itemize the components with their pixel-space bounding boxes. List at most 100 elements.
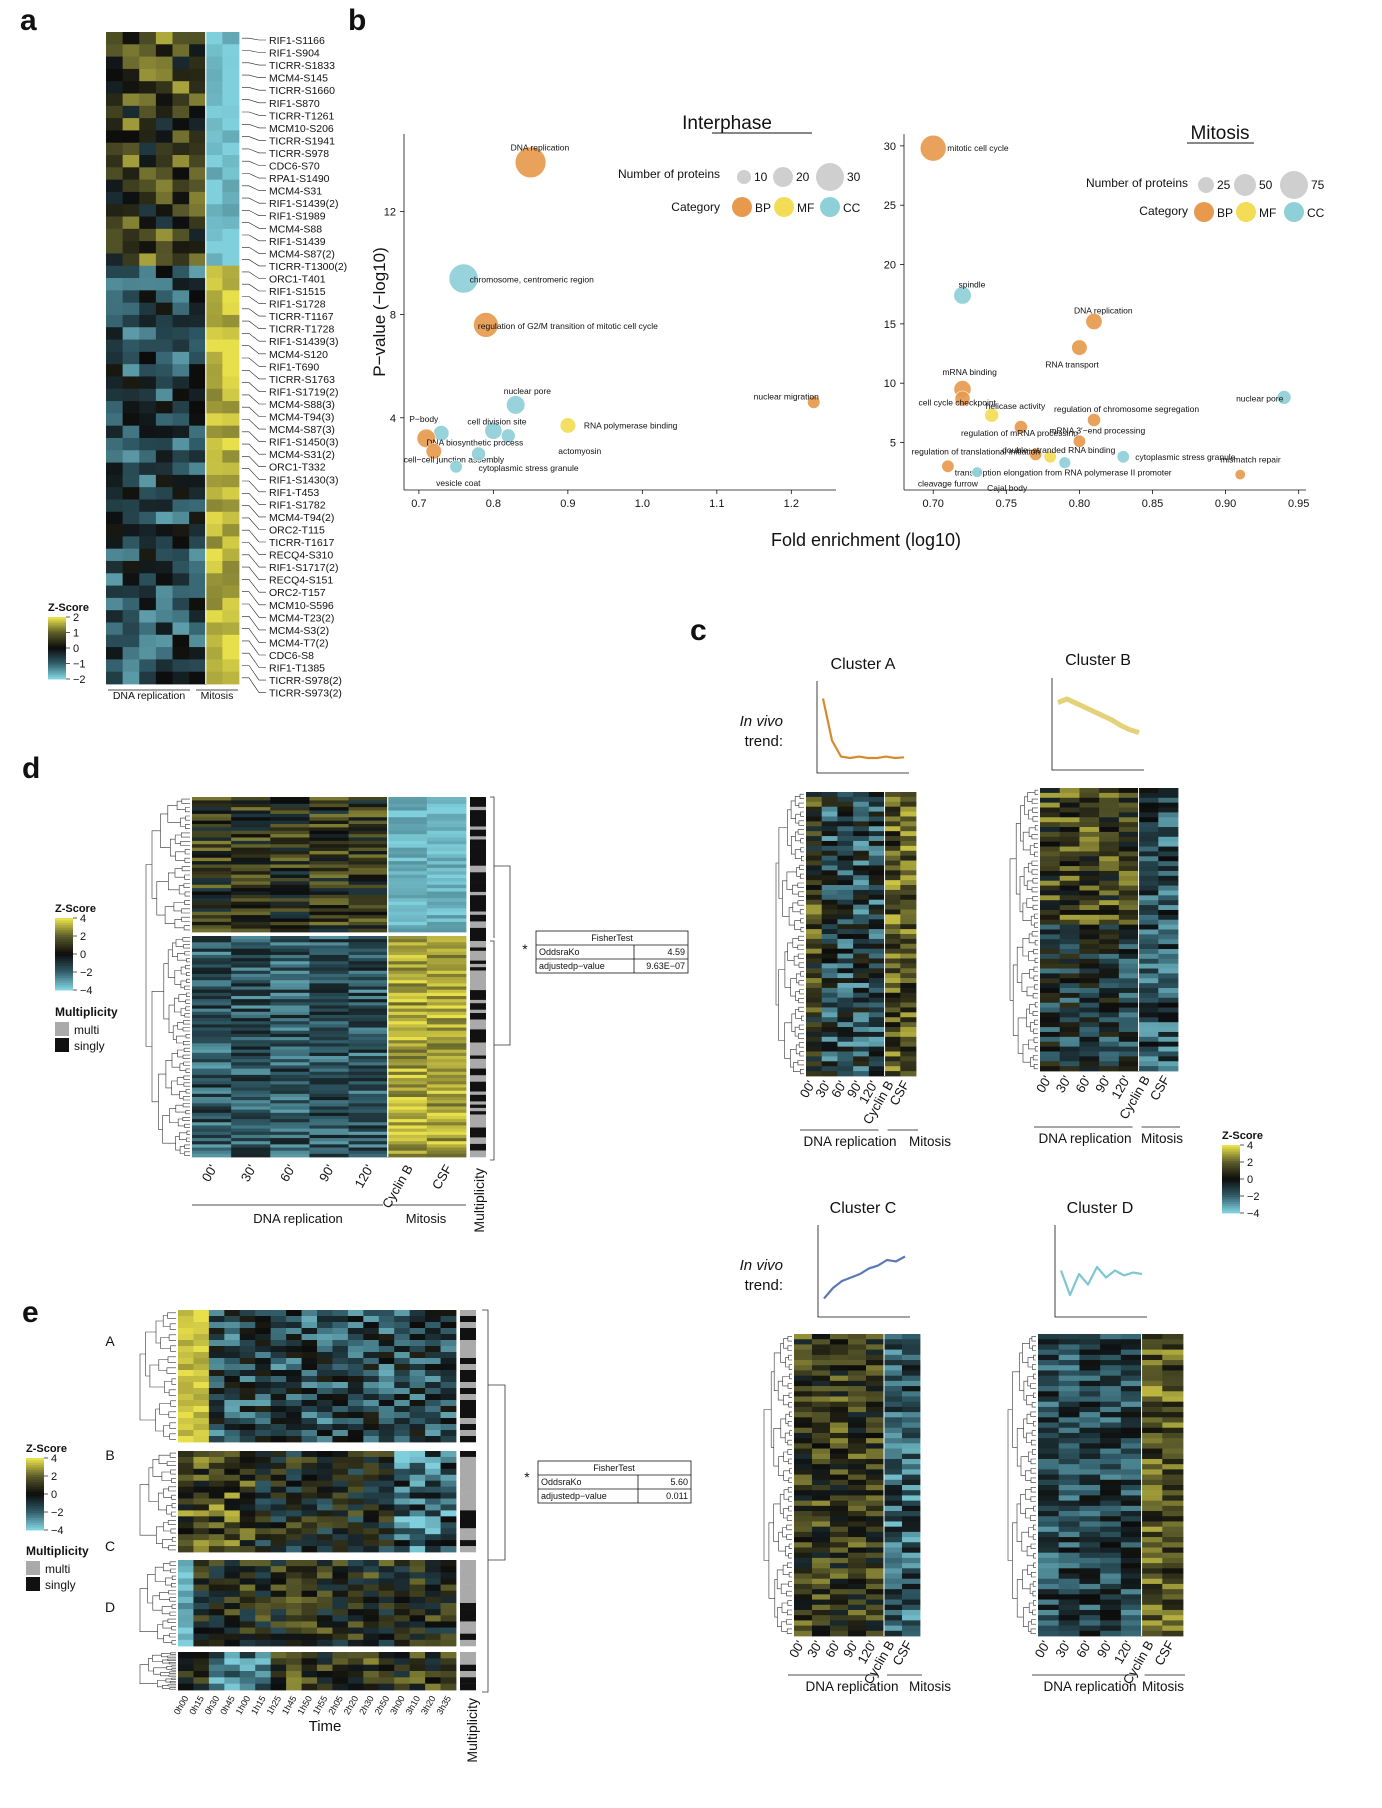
heatmap-cell	[1038, 1526, 1060, 1533]
dendrogram-branch	[786, 871, 797, 890]
dendrogram-branch	[1034, 851, 1038, 857]
heatmap-cell	[821, 796, 838, 803]
heatmap-cell	[1162, 1485, 1184, 1491]
heatmap-cell	[192, 898, 232, 903]
heatmap-cell	[1059, 909, 1080, 916]
heatmap-cell	[270, 967, 310, 972]
heatmap-cell	[106, 228, 124, 242]
heatmap-cell	[900, 914, 917, 920]
heatmap-cell	[224, 1451, 241, 1458]
heatmap-cell	[309, 948, 349, 953]
heatmap-cell	[884, 1609, 903, 1616]
heatmap-cell	[231, 830, 271, 835]
heatmap-cell	[426, 915, 467, 919]
heatmap-cell	[794, 1344, 813, 1351]
heatmap-cell	[347, 1474, 364, 1482]
heatmap-cell	[812, 1386, 831, 1392]
panel-a-row-label: MCM4-S88	[269, 223, 322, 235]
panel-a-row-label: RIF1-T453	[269, 487, 319, 499]
heatmap-cell	[794, 1406, 813, 1413]
heatmap-cell	[868, 1051, 885, 1057]
heatmap-cell	[1059, 1046, 1080, 1052]
dendrogram-branch	[157, 1624, 164, 1640]
heatmap-cell	[1099, 1061, 1120, 1067]
heatmap-cell	[387, 1147, 428, 1152]
heatmap-cell	[1141, 1547, 1163, 1554]
heatmap-cell	[830, 1339, 849, 1345]
heatmap-cell	[192, 1097, 232, 1101]
heatmap-cell	[1040, 949, 1061, 955]
dendrogram-branch	[185, 1110, 190, 1115]
heatmap-cell	[1100, 1537, 1122, 1543]
zscore-legend-swatch	[48, 617, 66, 620]
heatmap-cell	[1079, 1537, 1101, 1543]
heatmap-cell	[122, 597, 140, 611]
heatmap-cell	[255, 1316, 272, 1323]
heatmap-cell	[255, 1412, 272, 1419]
dendrogram-branch	[155, 1320, 164, 1344]
heatmap-cell	[208, 1418, 225, 1425]
heatmap-cell	[309, 1087, 349, 1092]
heatmap-cell	[122, 462, 140, 476]
panel-a-row-label: MCM10-S206	[269, 123, 334, 135]
heatmap-cell	[363, 1388, 380, 1395]
interphase-point-label: DNA replication	[511, 142, 570, 152]
dendrogram-branch	[798, 891, 804, 897]
heatmap-cell	[155, 179, 173, 193]
heatmap-cell	[378, 1480, 395, 1488]
dendrogram-branch	[798, 935, 804, 941]
heatmap-cell	[1058, 1380, 1080, 1387]
multiplicity-cell	[470, 829, 486, 834]
heatmap-cell	[1099, 788, 1120, 794]
heatmap-cell	[192, 837, 232, 842]
multiplicity-cell	[470, 872, 486, 876]
heatmap-cell	[853, 855, 870, 861]
heatmap-cell	[255, 1406, 272, 1413]
heatmap-cell	[178, 1510, 194, 1517]
heatmap-cell	[900, 831, 917, 837]
heatmap-cell	[1058, 1365, 1080, 1371]
heatmap-cell	[378, 1322, 395, 1329]
heatmap-cell	[172, 610, 190, 623]
heatmap-cell	[426, 1046, 467, 1051]
heatmap-cell	[286, 1316, 302, 1323]
heatmap-cell	[224, 1436, 241, 1443]
zscore-legend-swatch	[1222, 1154, 1240, 1157]
heatmap-cell	[270, 807, 310, 811]
heatmap-cell	[1079, 929, 1100, 935]
heatmap-cell	[208, 1652, 225, 1659]
heatmap-cell	[866, 1334, 885, 1340]
heatmap-cell	[806, 899, 823, 906]
heatmap-cell	[192, 891, 232, 896]
heatmap-cell	[794, 1360, 813, 1366]
heatmap-cell	[231, 864, 271, 869]
heatmap-cell	[378, 1633, 395, 1641]
dendrogram-branch	[171, 1626, 176, 1631]
heatmap-cell	[1099, 953, 1120, 960]
heatmap-cell	[812, 1490, 831, 1496]
heatmap-cell	[1162, 1583, 1184, 1590]
panel-a-row-label: MCM4-T7(2)	[269, 637, 329, 649]
heatmap-cell	[309, 1106, 349, 1111]
heatmap-cell	[239, 1621, 256, 1628]
heatmap-cell	[332, 1677, 349, 1685]
heatmap-cell	[378, 1376, 395, 1383]
heatmap-cell	[1079, 1578, 1101, 1585]
heatmap-cell	[853, 885, 870, 891]
panel-a-group-mitosis-label: Mitosis	[201, 690, 234, 702]
heatmap-cell	[239, 1522, 256, 1529]
heatmap-cell	[286, 1621, 302, 1628]
heatmap-cell	[231, 1078, 271, 1082]
heatmap-cell	[830, 1365, 849, 1371]
heatmap-cell	[155, 339, 173, 353]
in-vivo-trend-line	[1057, 696, 1140, 735]
heatmap-cell	[347, 1492, 364, 1499]
heatmap-cell	[122, 105, 140, 119]
heatmap-cell	[301, 1639, 318, 1647]
row-label-connector	[242, 566, 266, 580]
zscore-legend-swatch	[55, 951, 73, 955]
heatmap-cell	[409, 1334, 426, 1341]
row-label-connector	[242, 87, 266, 91]
zscore-legend-swatch	[48, 658, 66, 661]
heatmap-cell	[1158, 997, 1179, 1004]
